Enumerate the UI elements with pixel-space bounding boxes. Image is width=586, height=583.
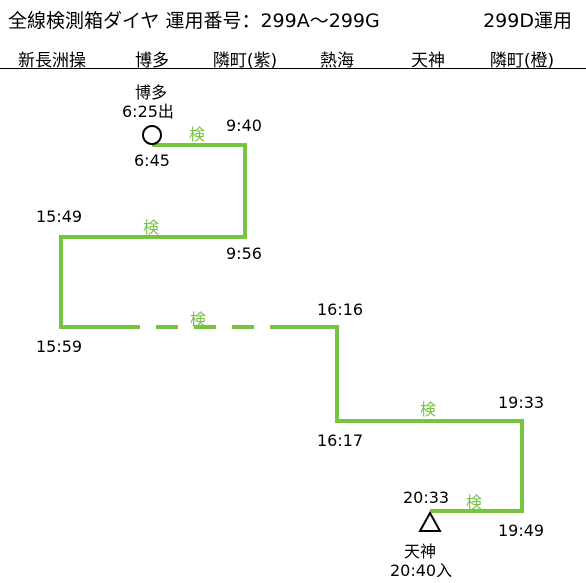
start-marker	[142, 125, 162, 145]
station-atami: 熱海	[320, 51, 354, 71]
inspection-label: 検	[420, 400, 437, 419]
inspection-label: 検	[143, 218, 160, 237]
time-label: 15:59	[36, 337, 83, 356]
time-label: 15:49	[36, 207, 83, 226]
time-label: 9:40	[226, 116, 262, 135]
diagram-title: 全線検測箱ダイヤ 運用番号：299A～299G	[8, 10, 380, 32]
inspection-label: 検	[189, 125, 206, 144]
header-divider	[0, 68, 586, 69]
end-station-label: 天神	[404, 542, 437, 561]
station-shinnagasu: 新長洲操	[18, 51, 86, 71]
time-label: 9:56	[226, 244, 262, 263]
station-tonarimachi-purple: 隣町(紫)	[212, 51, 278, 71]
start-time: 6:25出	[122, 102, 174, 121]
inspection-label: 検	[190, 310, 207, 329]
end-time: 20:40入	[390, 561, 453, 580]
station-tenjin: 天神	[411, 51, 445, 71]
time-label: 19:49	[498, 521, 545, 540]
operation-label: 299D運用	[483, 10, 572, 32]
time-label: 16:16	[317, 300, 364, 319]
time-label: 19:33	[498, 393, 545, 412]
station-hakata: 博多	[135, 51, 169, 71]
inspection-label: 検	[466, 493, 483, 512]
station-tonarimachi-orange: 隣町(橙)	[489, 51, 555, 71]
time-label: 16:17	[317, 431, 364, 450]
start-station-label: 博多	[135, 83, 168, 102]
time-label: 6:45	[134, 151, 170, 170]
end-marker	[418, 510, 442, 532]
route-segment-1	[59, 143, 247, 329]
time-label: 20:33	[403, 488, 450, 507]
route-segment-2	[280, 325, 524, 513]
